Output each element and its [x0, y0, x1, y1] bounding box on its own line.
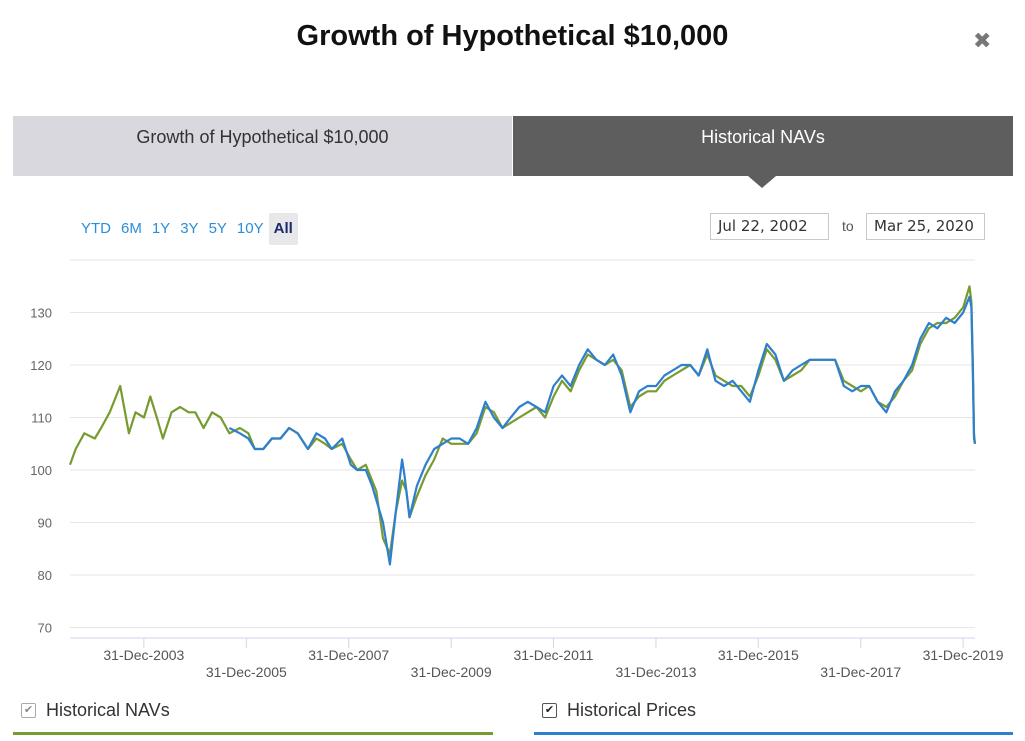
- range-all-button[interactable]: All: [268, 213, 298, 245]
- x-tick-label: 31-Dec-2009: [411, 664, 492, 680]
- legend-prices-label: Historical Prices: [567, 700, 697, 720]
- x-tick-label: 31-Dec-2005: [206, 664, 287, 680]
- x-tick-label: 31-Dec-2007: [308, 647, 389, 663]
- legend-navs-label: Historical NAVs: [46, 700, 170, 720]
- range-1y-button[interactable]: 1Y: [151, 220, 171, 237]
- checkbox-prices[interactable]: ✔: [542, 703, 557, 718]
- x-tick-label: 31-Dec-2019: [923, 647, 1004, 663]
- date-from-input[interactable]: Jul 22, 2002: [710, 213, 829, 240]
- y-tick-label: 130: [30, 306, 52, 321]
- range-3y-button[interactable]: 3Y: [180, 220, 199, 237]
- range-5y-button[interactable]: 5Y: [208, 220, 227, 237]
- tab-historical-navs[interactable]: Historical NAVs: [513, 116, 1013, 176]
- legend-historical-prices[interactable]: ✔ Historical Prices: [534, 700, 1013, 735]
- y-tick-label: 70: [38, 621, 52, 636]
- range-10y-button[interactable]: 10Y: [236, 220, 264, 237]
- tab-growth[interactable]: Growth of Hypothetical $10,000: [13, 116, 512, 176]
- checkbox-navs[interactable]: ✔: [21, 703, 36, 718]
- y-tick-label: 120: [30, 358, 52, 373]
- x-tick-label: 31-Dec-2017: [820, 664, 901, 680]
- series-historical-navs-line: [68, 285, 977, 556]
- y-tick-label: 110: [31, 411, 52, 426]
- x-tick-label: 31-Dec-2013: [615, 664, 696, 680]
- active-tab-indicator: [748, 176, 776, 188]
- to-label: to: [842, 218, 854, 234]
- range-ytd-button[interactable]: YTD: [81, 220, 111, 237]
- close-icon[interactable]: ✖: [973, 28, 992, 53]
- y-tick-label: 100: [30, 463, 52, 478]
- x-tick-label: 31-Dec-2003: [103, 647, 184, 663]
- x-tick-label: 31-Dec-2015: [718, 647, 799, 663]
- range-selector: YTD 6M 1Y 3Y 5Y 10Y All: [76, 213, 298, 245]
- x-tick-label: 31-Dec-2011: [514, 647, 594, 663]
- y-tick-label: 80: [38, 568, 52, 583]
- page-title: Growth of Hypothetical $10,000: [296, 20, 729, 52]
- y-tick-label: 90: [38, 516, 52, 531]
- nav-line-chart: 70 80 90 100 110 120 130 31-Dec-2003 31-Dec-2005…: [30, 259, 1004, 680]
- date-to-input[interactable]: Mar 25, 2020: [866, 213, 985, 240]
- legend-historical-navs[interactable]: ✔ Historical NAVs: [13, 700, 493, 735]
- series-historical-prices-line: [228, 295, 977, 566]
- range-6m-button[interactable]: 6M: [121, 220, 142, 237]
